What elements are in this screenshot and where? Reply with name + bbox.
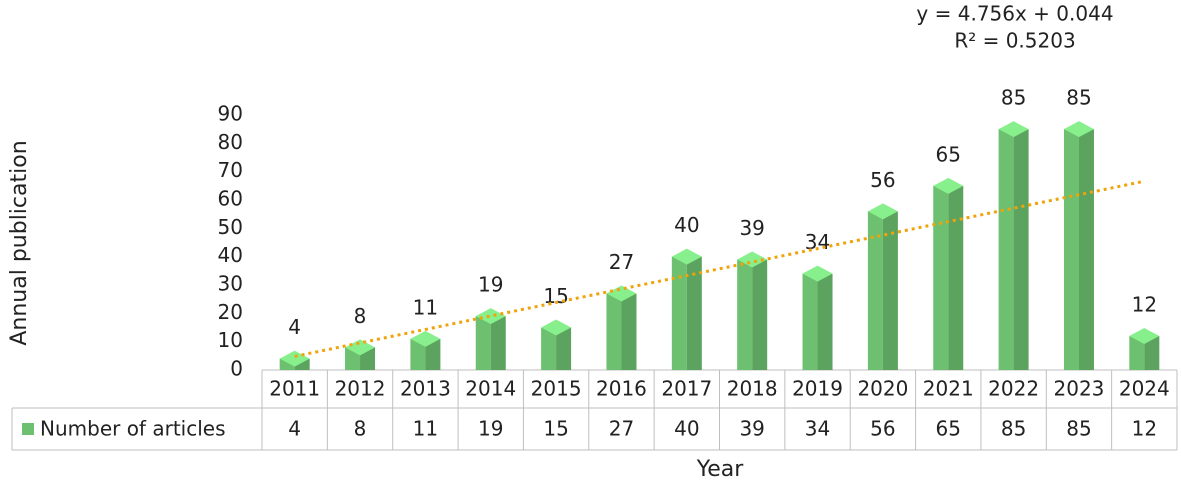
bar-top — [802, 265, 833, 282]
bar-side — [752, 259, 768, 370]
data-label: 85 — [1066, 86, 1091, 110]
bar-top — [737, 251, 768, 268]
table-value: 27 — [609, 417, 634, 441]
trendline-r2: R² = 0.5203 — [954, 29, 1075, 53]
data-label: 15 — [543, 284, 568, 308]
x-tick-label: 2017 — [661, 377, 712, 401]
bar-side — [817, 273, 833, 370]
bar — [671, 256, 687, 370]
bar-side — [948, 185, 964, 370]
bar-top — [933, 177, 964, 194]
table-value: 15 — [543, 417, 568, 441]
table-value: 65 — [936, 417, 961, 441]
bar — [737, 259, 753, 370]
y-tick-label: 40 — [218, 243, 243, 267]
x-tick-label: 2023 — [1054, 377, 1105, 401]
bar-side — [1144, 336, 1160, 370]
legend-swatch — [22, 423, 34, 435]
bar-side — [1078, 129, 1094, 370]
x-tick-label: 2013 — [400, 377, 451, 401]
bar — [998, 129, 1014, 370]
y-tick-label: 60 — [218, 187, 243, 211]
trendline-equation: y = 4.756x + 0.044 — [916, 2, 1113, 26]
y-tick-label: 10 — [218, 328, 243, 352]
bar-top — [998, 121, 1029, 138]
y-tick-label: 90 — [218, 102, 243, 126]
bar — [279, 358, 295, 370]
data-label: 85 — [1001, 86, 1026, 110]
x-tick-label: 2018 — [727, 377, 778, 401]
data-label: 65 — [936, 142, 961, 166]
x-axis-title: Year — [696, 457, 745, 482]
bar-side — [686, 256, 702, 370]
bar-side — [425, 338, 441, 370]
bar-top — [867, 203, 898, 220]
data-label: 39 — [739, 216, 764, 240]
table-value: 4 — [288, 417, 301, 441]
bar — [867, 211, 883, 370]
y-tick-label: 80 — [218, 130, 243, 154]
table-value: 40 — [674, 417, 699, 441]
x-tick-label: 2012 — [335, 377, 386, 401]
bar — [1063, 129, 1079, 370]
bar-top — [541, 319, 572, 336]
bar — [933, 185, 949, 370]
y-axis-title: Annual publication — [7, 140, 32, 345]
y-tick-label: 0 — [230, 357, 243, 381]
x-tick-label: 2024 — [1119, 377, 1170, 401]
table-value: 11 — [413, 417, 438, 441]
bar — [1129, 336, 1145, 370]
data-label: 4 — [288, 315, 301, 339]
bar-side — [490, 316, 506, 370]
x-tick-label: 2014 — [465, 377, 516, 401]
bar-top — [475, 308, 506, 325]
x-tick-label: 2021 — [923, 377, 974, 401]
data-label: 27 — [609, 250, 634, 274]
data-label: 12 — [1132, 293, 1157, 317]
table-value: 39 — [739, 417, 764, 441]
bar-side — [1013, 129, 1029, 370]
trendline — [294, 179, 1145, 358]
table-value: 19 — [478, 417, 503, 441]
y-tick-label: 70 — [218, 158, 243, 182]
bar-top — [410, 330, 441, 347]
bar-top — [345, 339, 376, 356]
bar-side — [294, 358, 310, 370]
table-value: 85 — [1001, 417, 1026, 441]
y-tick-label: 50 — [218, 215, 243, 239]
data-label: 11 — [413, 295, 438, 319]
x-tick-label: 2015 — [531, 377, 582, 401]
bar — [802, 273, 818, 370]
y-tick-label: 30 — [218, 272, 243, 296]
bar — [606, 293, 622, 370]
data-label: 40 — [674, 213, 699, 237]
data-label: 8 — [354, 304, 367, 328]
bar-side — [882, 211, 898, 370]
bar-side — [556, 327, 572, 370]
bar-top — [671, 248, 702, 265]
bar-top — [606, 285, 637, 302]
bar-side — [621, 293, 637, 370]
bar-top — [1129, 328, 1160, 344]
y-tick-label: 20 — [218, 300, 243, 324]
data-label: 34 — [805, 230, 830, 254]
bar-top — [1063, 121, 1094, 138]
table-value: 12 — [1132, 417, 1157, 441]
table-value: 8 — [354, 417, 367, 441]
x-tick-label: 2022 — [988, 377, 1039, 401]
bar — [475, 316, 491, 370]
bar — [410, 338, 426, 370]
data-label: 56 — [870, 168, 895, 192]
bar — [541, 327, 557, 370]
data-label: 19 — [478, 273, 503, 297]
x-tick-label: 2016 — [596, 377, 647, 401]
table-value: 56 — [870, 417, 895, 441]
x-tick-label: 2011 — [269, 377, 320, 401]
x-tick-label: 2019 — [792, 377, 843, 401]
x-tick-label: 2020 — [857, 377, 908, 401]
table-value: 34 — [805, 417, 830, 441]
table-value: 85 — [1066, 417, 1091, 441]
legend-label: Number of articles — [40, 417, 226, 441]
